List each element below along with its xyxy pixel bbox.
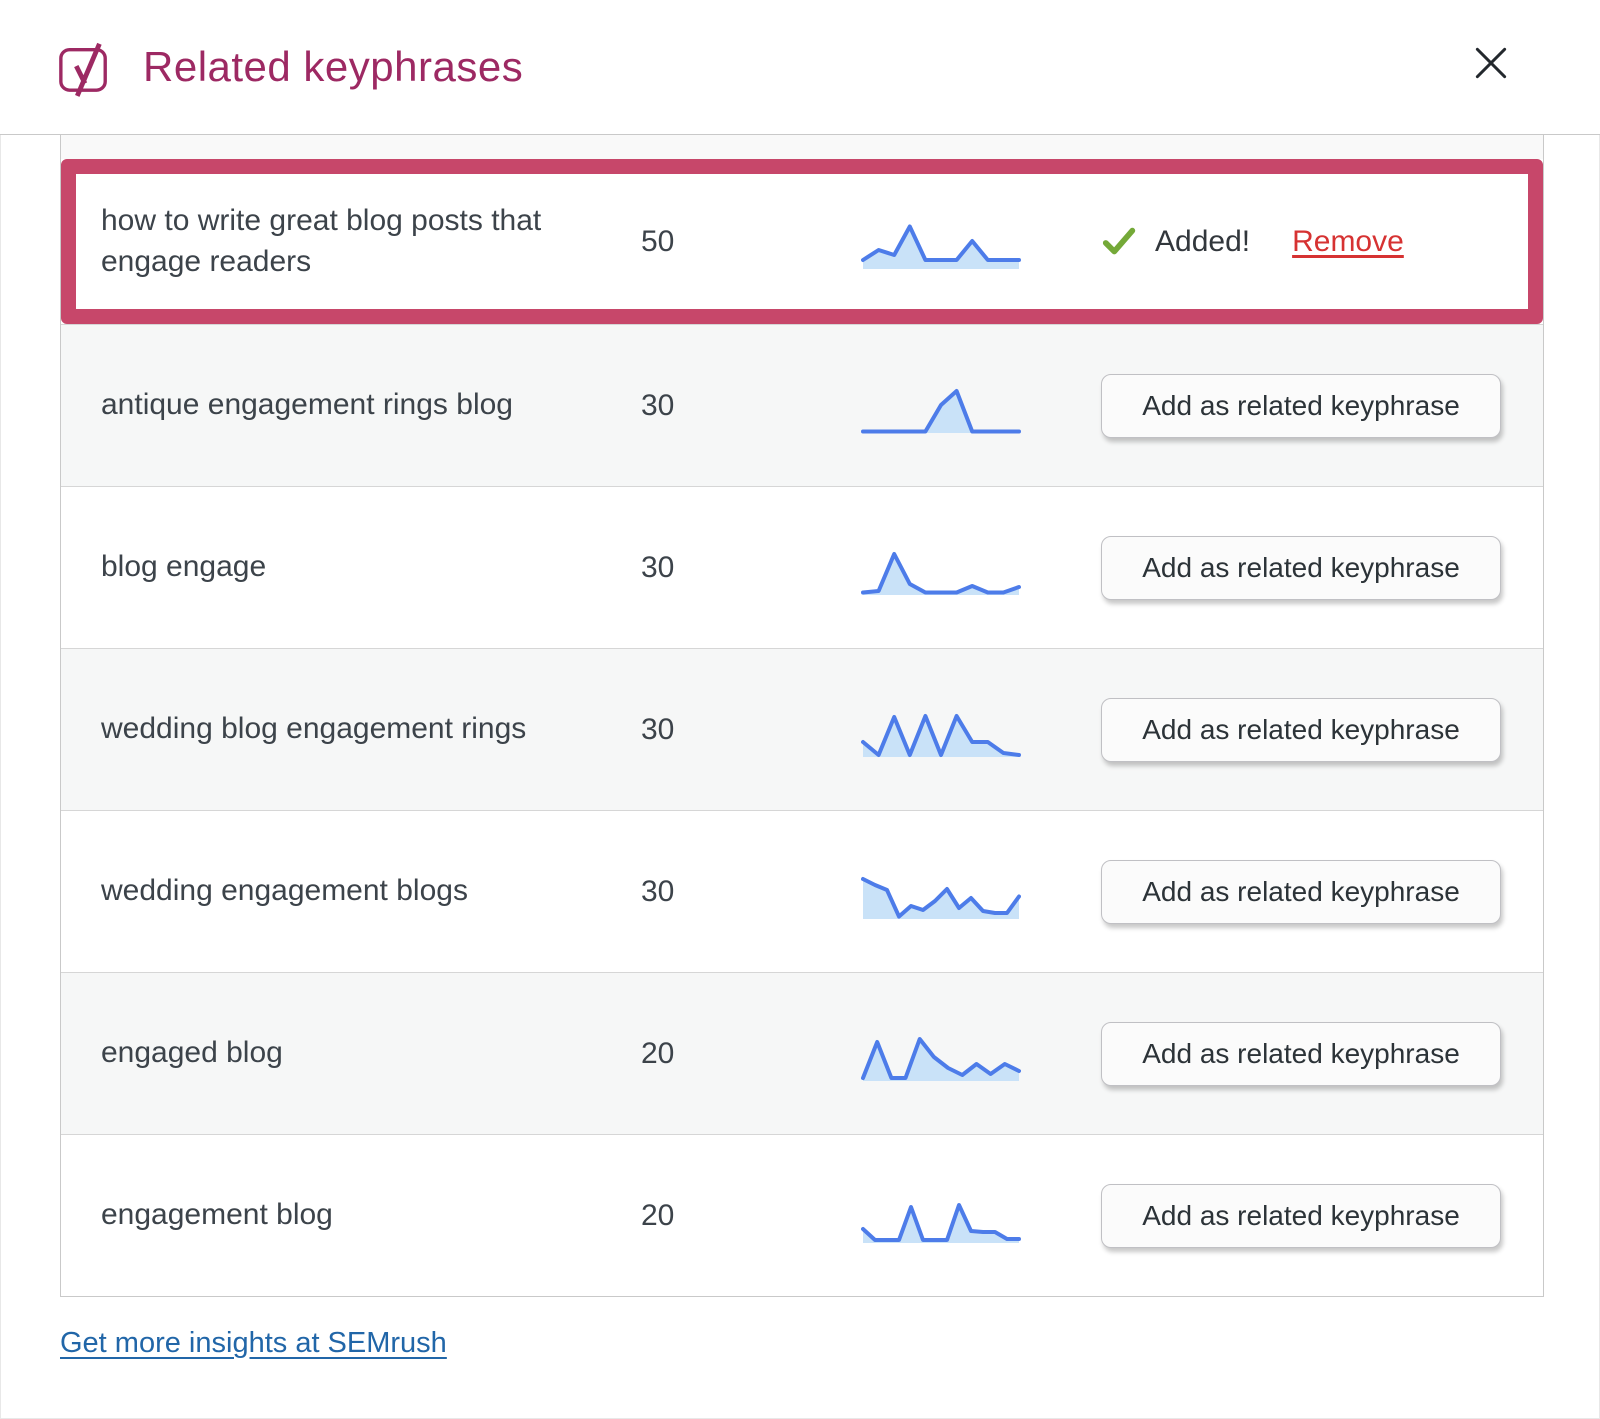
volume-value: 20 [641,1198,675,1232]
trend-sparkline [861,876,1021,919]
trend-cell [781,1023,1101,1085]
check-icon [1102,227,1136,254]
keyphrase-row: blog engage 30 Add as related keyphrase [61,486,1543,648]
add-as-related-keyphrase-button[interactable]: Add as related keyphrase [1101,535,1501,600]
volume-value: 30 [641,874,675,908]
keyphrase-text: engaged blog [101,1036,283,1070]
close-icon [1475,47,1507,79]
action-cell: Add as related keyphrase [1101,1183,1503,1248]
keyphrase-row: engagement blog 20 Add as related keyphr… [61,1134,1543,1296]
yoast-logo-icon [57,37,111,97]
keyphrase-text: how to write great blog posts that engag… [101,204,542,278]
modal-header: Related keyphrases [0,0,1600,135]
trend-cell [781,699,1101,761]
table-top-spacer [61,135,1543,159]
trend-cell [781,861,1101,923]
add-as-related-keyphrase-button[interactable]: Add as related keyphrase [1101,859,1501,924]
action-cell: Add as related keyphrase [1101,859,1503,924]
trend-sparkline [861,1202,1021,1243]
trend-sparkline [861,1036,1021,1081]
action-cell: Added! Remove [1101,223,1503,261]
keyphrase-row: wedding engagement blogs 30 Add as relat… [61,810,1543,972]
keyphrase-row: how to write great blog posts that engag… [61,159,1543,324]
keyphrase-text: wedding engagement blogs [101,874,468,908]
keyphrase-row: antique engagement rings blog 30 Add as … [61,324,1543,486]
trend-sparkline [861,713,1021,757]
keyphrase-text: antique engagement rings blog [101,388,513,422]
remove-keyphrase-link[interactable]: Remove [1292,224,1404,258]
trend-sparkline [861,551,1021,595]
keyphrase-text: blog engage [101,550,267,584]
keyphrase-row: engaged blog 20 Add as related keyphrase [61,972,1543,1134]
keyphrase-text: engagement blog [101,1198,333,1232]
action-cell: Add as related keyphrase [1101,1021,1503,1086]
close-button[interactable] [1468,40,1514,86]
volume-value: 30 [641,550,675,584]
trend-sparkline [861,388,1021,433]
trend-sparkline [861,224,1021,269]
volume-value: 30 [641,388,675,422]
semrush-insights-link[interactable]: Get more insights at SEMrush [60,1327,447,1359]
volume-value: 20 [641,1036,675,1070]
volume-value: 30 [641,712,675,746]
trend-cell [781,1185,1101,1247]
keyphrase-text: wedding blog engagement rings [101,712,527,746]
trend-cell [781,211,1101,273]
action-cell: Add as related keyphrase [1101,535,1503,600]
add-as-related-keyphrase-button[interactable]: Add as related keyphrase [1101,1021,1501,1086]
add-as-related-keyphrase-button[interactable]: Add as related keyphrase [1101,1183,1501,1248]
keyphrase-row: wedding blog engagement rings 30 Add as … [61,648,1543,810]
trend-cell [781,537,1101,599]
action-cell: Add as related keyphrase [1101,697,1503,762]
add-as-related-keyphrase-button[interactable]: Add as related keyphrase [1101,697,1501,762]
keyphrase-table: how to write great blog posts that engag… [60,135,1544,1297]
trend-cell [781,375,1101,437]
modal-title: Related keyphrases [143,43,524,90]
added-label: Added! [1155,224,1251,258]
add-as-related-keyphrase-button[interactable]: Add as related keyphrase [1101,373,1501,438]
action-cell: Add as related keyphrase [1101,373,1503,438]
volume-value: 50 [641,224,675,258]
keyphrase-table-body: how to write great blog posts that engag… [61,159,1543,1296]
